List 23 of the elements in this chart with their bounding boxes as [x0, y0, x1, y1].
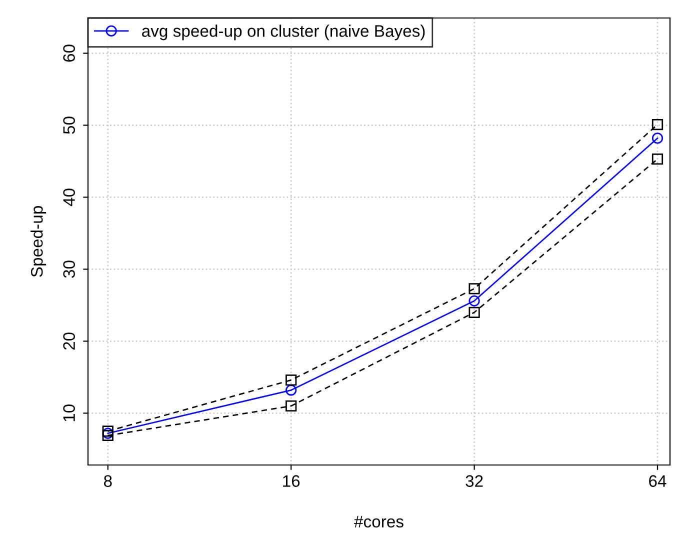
point	[468, 283, 480, 294]
y-tick-label: 20	[63, 332, 75, 350]
y-tick-label: 40	[63, 188, 75, 206]
point	[102, 430, 114, 442]
x-axis-title: #cores	[354, 516, 404, 528]
y-tick-label: 30	[63, 260, 75, 278]
y-axis-title: Speed-up	[30, 206, 46, 277]
y-tick-label: 60	[63, 44, 75, 62]
y-tick-label: 10	[63, 404, 75, 422]
point	[286, 400, 297, 412]
x-tick-label: 16	[283, 475, 300, 487]
legend-label: avg speed-up on cluster (naive Bayes)	[142, 24, 425, 40]
x-tick-label: 64	[649, 475, 666, 487]
point	[468, 306, 480, 318]
point	[652, 118, 664, 130]
point	[468, 295, 480, 306]
point	[286, 384, 297, 396]
x-tick-label: 8	[104, 475, 112, 487]
point	[286, 374, 297, 386]
y-tick-label: 50	[63, 116, 75, 134]
point	[652, 132, 664, 144]
point	[652, 154, 664, 165]
x-tick-label: 32	[466, 475, 483, 487]
